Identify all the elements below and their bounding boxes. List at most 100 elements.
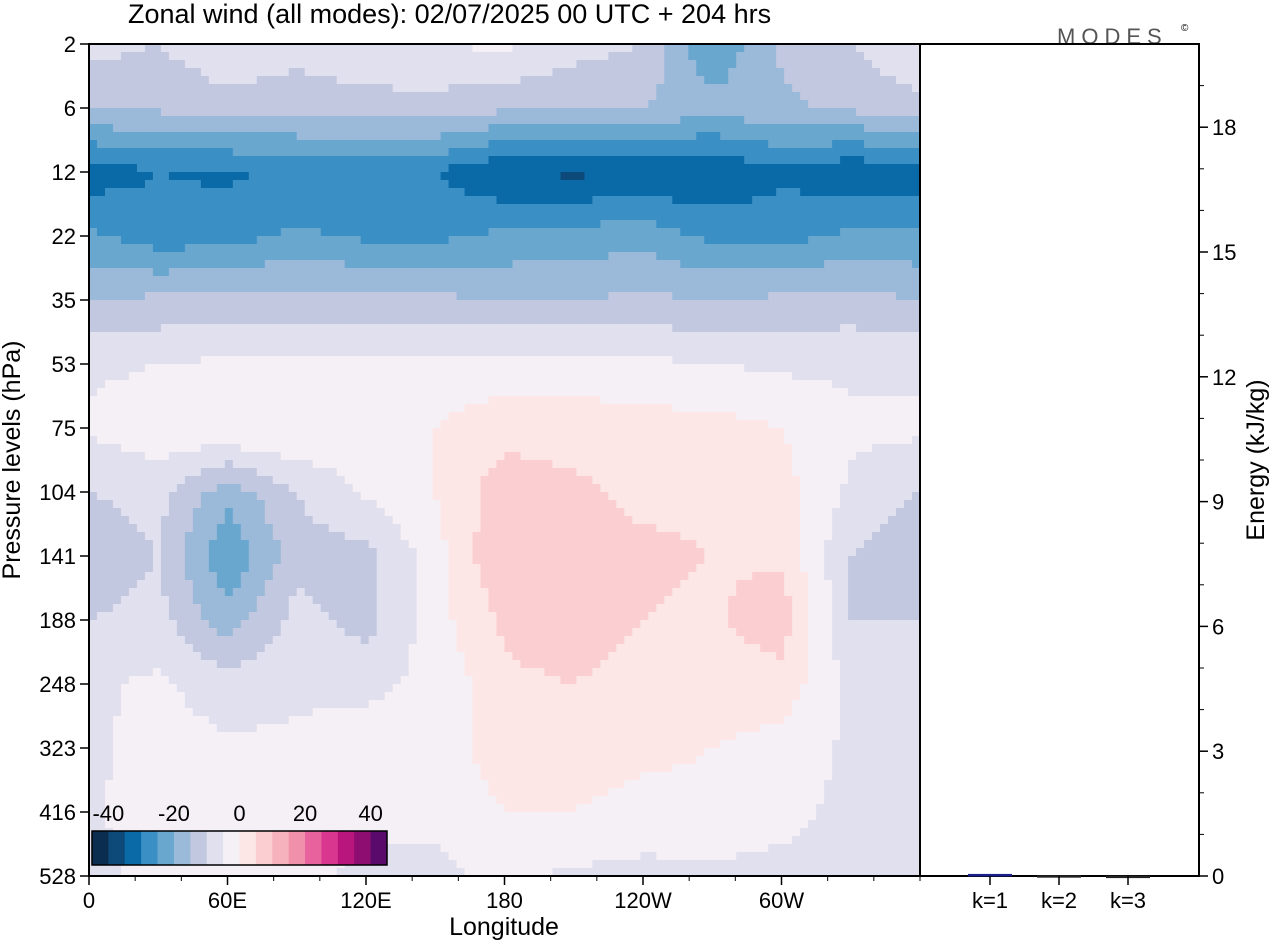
heatmap-cell [504,340,514,349]
heatmap-cell [608,324,617,333]
heatmap-cell [240,316,250,325]
heatmap-cell [312,388,322,397]
heatmap-cell [912,388,920,397]
heatmap-cell [304,228,314,237]
heatmap-cell [536,284,546,293]
heatmap-cell [608,420,617,429]
heatmap-cell [312,132,322,141]
heatmap-cell [408,220,418,229]
heatmap-cell [208,204,218,213]
heatmap-cell [89,76,98,85]
heatmap-cell [752,412,761,421]
heatmap-cell [176,228,186,237]
heatmap-cell [384,236,394,245]
heatmap-cell [192,132,202,141]
heatmap-cell [488,212,498,221]
heatmap-cell [720,372,729,381]
heatmap-cell [432,52,442,61]
heatmap-cell [816,172,825,181]
heatmap-cell [872,84,881,93]
heatmap-cell [632,340,641,349]
heatmap-cell [160,364,170,373]
heatmap-cell [872,284,881,293]
heatmap-cell [656,308,665,317]
heatmap-cell [376,276,386,285]
heatmap-cell [640,116,649,125]
heatmap-cell [448,220,458,229]
heatmap-cell [912,276,920,285]
heatmap-cell [512,268,522,277]
heatmap-cell [160,292,170,301]
heatmap-cell [216,380,226,389]
heatmap-cell [888,244,897,253]
heatmap-cell [296,252,306,261]
heatmap-cell [456,132,466,141]
heatmap-cell [424,420,434,429]
heatmap-cell [456,228,466,237]
heatmap-cell [384,404,394,413]
heatmap-cell [208,260,218,269]
heatmap-cell [368,180,378,189]
heatmap-cell [328,148,338,157]
heatmap-cell [800,420,809,429]
heatmap-cell [864,412,873,421]
heatmap-cell [400,220,410,229]
heatmap-cell [440,300,450,309]
heatmap-cell [376,132,386,141]
heatmap-cell [208,300,218,309]
heatmap-cell [344,252,354,261]
heatmap-cell [800,412,809,421]
heatmap-cell [496,380,506,389]
heatmap-cell [416,180,426,189]
heatmap-cell [472,236,482,245]
heatmap-cell [144,276,154,285]
heatmap-cell [728,44,737,53]
heatmap-cell [200,348,210,357]
heatmap-cell [496,156,506,165]
heatmap-cell [160,340,170,349]
heatmap-cell [816,228,825,237]
heatmap-cell [320,140,330,149]
heatmap-cell [512,228,522,237]
heatmap-cell [296,364,306,373]
heatmap-cell [496,60,506,69]
heatmap-cell [584,212,593,221]
heatmap-cell [528,396,538,405]
heatmap-cell [288,76,298,85]
heatmap-cell [872,404,881,413]
heatmap-cell [392,188,402,197]
heatmap-cell [456,260,466,269]
heatmap-cell [296,260,306,269]
heatmap-cell [616,340,625,349]
heatmap-cell [728,60,737,69]
heatmap-cell [656,204,665,213]
heatmap-cell [680,372,689,381]
heatmap-cell [272,84,282,93]
heatmap-cell [896,132,905,141]
heatmap-cell [456,52,466,61]
heatmap-cell [208,284,218,293]
heatmap-cell [352,228,362,237]
heatmap-cell [248,164,258,173]
heatmap-cell [176,140,186,149]
heatmap-cell [728,388,737,397]
heatmap-cell [336,52,346,61]
heatmap-cell [432,276,442,285]
heatmap-cell [768,220,777,229]
heatmap-cell [672,132,681,141]
heatmap-cell [896,228,905,237]
heatmap-cell [232,76,242,85]
heatmap-cell [640,164,649,173]
heatmap-cell [552,172,562,181]
heatmap-cell [280,212,290,221]
heatmap-cell [296,68,306,77]
heatmap-cell [856,396,865,405]
heatmap-cell [608,244,617,253]
heatmap-cell [448,116,458,125]
heatmap-cell [216,108,226,117]
heatmap-cell [488,324,498,333]
heatmap-cell [584,228,593,237]
heatmap-cell [480,348,490,357]
heatmap-cell [784,180,793,189]
heatmap-cell [600,316,609,325]
